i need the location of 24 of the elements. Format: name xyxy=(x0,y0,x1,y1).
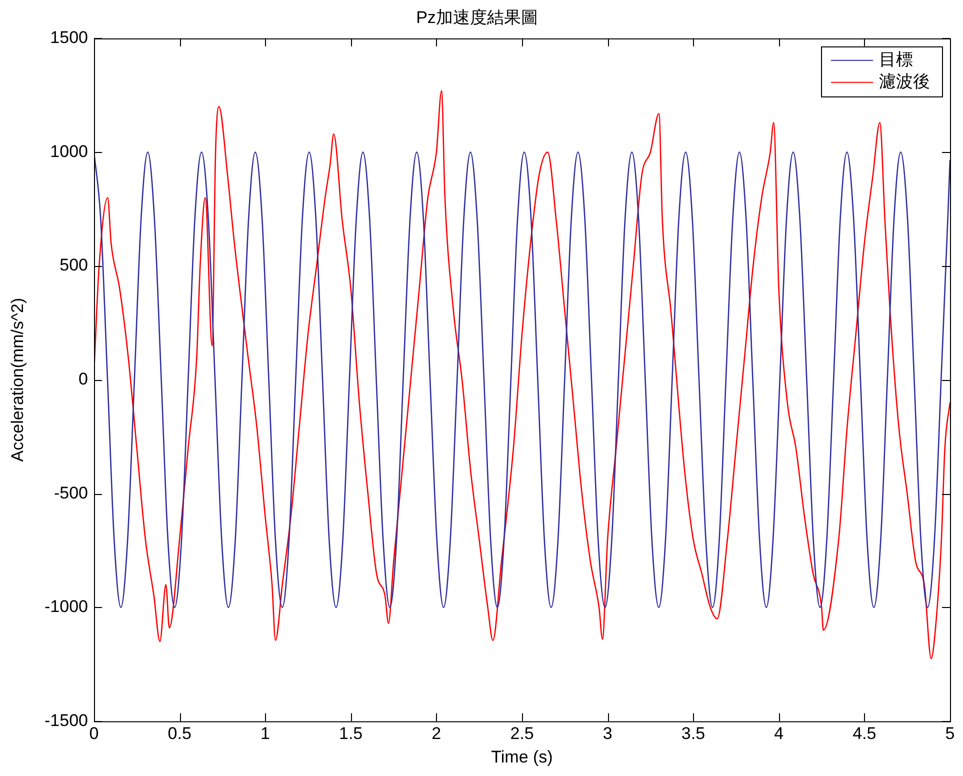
x-tick-label: 3 xyxy=(602,724,612,744)
x-tick-label: 5 xyxy=(945,724,955,744)
x-tick-label: 2 xyxy=(432,724,442,744)
y-tick-label: 500 xyxy=(60,256,88,275)
y-tick-label: -1000 xyxy=(44,597,88,616)
y-tick-label: -500 xyxy=(54,483,88,502)
y-tick-label: 0 xyxy=(78,369,88,388)
legend-label: 目標 xyxy=(879,50,913,70)
y-axis-title: Acceleration(mm/s^2) xyxy=(8,298,27,462)
x-tick-label: 1.5 xyxy=(338,724,363,744)
x-tick-label: 4.5 xyxy=(852,724,876,744)
legend-label: 濾波後 xyxy=(879,72,930,92)
x-axis-title: Time (s) xyxy=(491,747,553,766)
x-tick-label: 2.5 xyxy=(510,724,534,744)
y-tick-label: 1500 xyxy=(50,28,88,48)
line-series xyxy=(94,90,950,660)
line-series xyxy=(94,152,950,608)
chart-title: Pz加速度結果圖 xyxy=(416,8,538,27)
x-tick-label: 1 xyxy=(260,724,270,744)
x-tick-label: 4 xyxy=(774,724,784,744)
x-tick-label: 3.5 xyxy=(681,724,706,744)
y-tick-label: 1000 xyxy=(50,142,88,161)
x-tick-label: 0.5 xyxy=(168,724,192,744)
y-tick-label: -1500 xyxy=(44,710,88,730)
